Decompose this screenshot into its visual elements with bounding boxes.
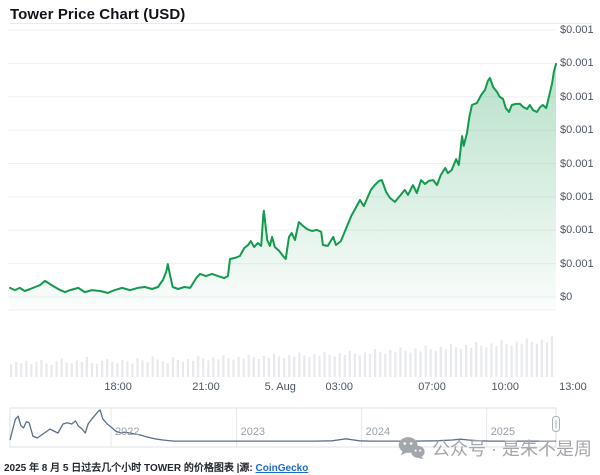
navigator-year-label: 2025: [490, 426, 516, 438]
y-axis-label: $0.001: [560, 224, 594, 237]
x-axis-label: 5. Aug: [264, 381, 296, 393]
navigator-year-label: 2022: [115, 426, 140, 438]
x-axis-label: 21:00: [192, 381, 220, 393]
navigator-year-label: 2023: [240, 426, 266, 438]
y-axis-label: $0.001: [560, 57, 594, 70]
price-line: [9, 62, 557, 294]
price-area-fill: [10, 63, 556, 311]
coingecko-link[interactable]: CoinGecko: [255, 463, 309, 474]
source-caption: 2025 年 8 月 5 日过去几个小时 TOWER 的价格图表 |源: Coi…: [4, 459, 308, 474]
title-divider: [10, 23, 592, 24]
x-axis-label: 07:00: [418, 381, 446, 393]
x-axis-label: 10:00: [491, 381, 519, 393]
y-axis-label: $0.001: [560, 90, 594, 103]
watermark-text: 公众号 · 是朱不是周: [432, 439, 592, 459]
wechat-icon: [398, 437, 425, 460]
x-axis-label: 18:00: [104, 381, 132, 393]
x-axis-label: 03:00: [325, 381, 353, 393]
y-axis-label: $0.001: [560, 124, 594, 137]
y-axis-label: $0: [560, 291, 573, 303]
volume-bars: [10, 336, 554, 378]
y-axis-label: $0.001: [560, 157, 594, 170]
x-axis-label: 13:00: [559, 381, 587, 393]
caption-text: 2025 年 8 月 5 日过去几个小时 TOWER 的价格图表 |源:: [4, 463, 256, 474]
watermark: 公众号 · 是朱不是周: [398, 435, 592, 461]
y-axis-label: $0.001: [560, 190, 594, 203]
y-axis-label: $0.001: [560, 24, 594, 36]
navigator-year-label: 2024: [365, 426, 391, 438]
y-axis-label: $0.001: [560, 257, 594, 270]
navigator[interactable]: [9, 407, 560, 448]
chart-title: Tower Price Chart (USD): [10, 6, 186, 23]
